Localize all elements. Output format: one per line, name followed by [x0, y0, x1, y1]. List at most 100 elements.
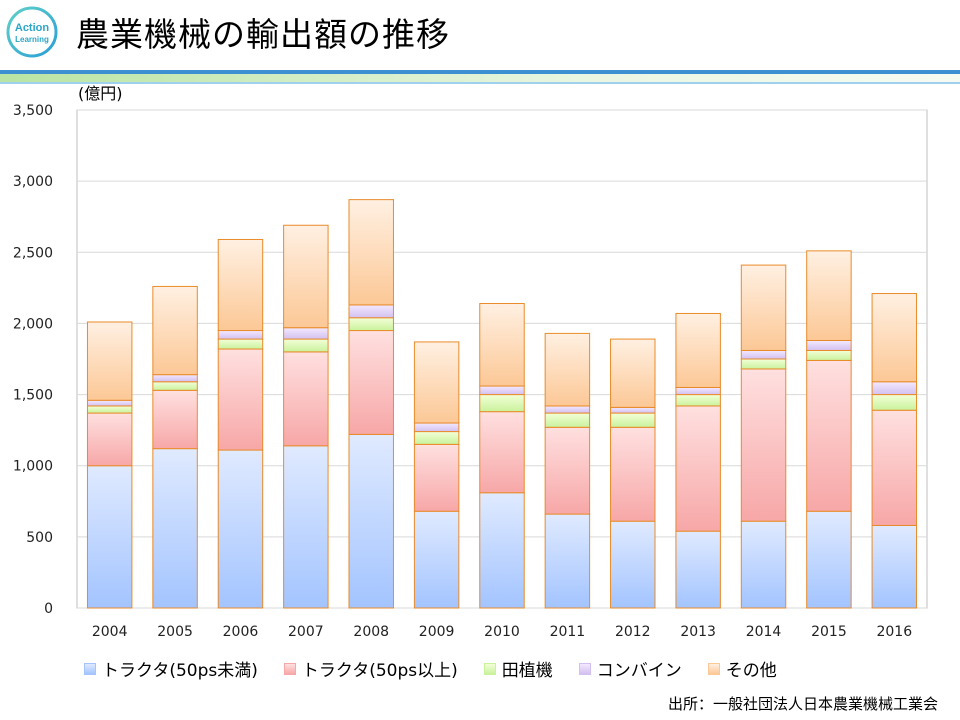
bar-segment: [610, 406, 656, 414]
bar-segment: [479, 492, 525, 609]
y-axis-unit-label: (億円): [78, 84, 123, 103]
bar-segment: [806, 510, 852, 609]
action-learning-logo: Action Learning: [6, 6, 58, 58]
x-tick-label: 2007: [288, 624, 324, 640]
bar-segment: [544, 405, 591, 414]
legend-item: トラクタ(50ps以上): [283, 656, 458, 681]
bar-segment: [610, 520, 656, 609]
bar-segment: [348, 304, 394, 319]
legend-label: 田植機: [501, 661, 553, 681]
bar-segment: [283, 327, 329, 340]
legend-item: トラクタ(50ps未満): [84, 656, 258, 681]
bar-segment: [871, 409, 918, 526]
legend-swatch: [283, 662, 296, 675]
y-tick-label: 1,000: [13, 459, 53, 475]
chart-legend: トラクタ(50ps未満) トラクタ(50ps以上) 田植機 コンバイン その他: [84, 656, 803, 681]
x-tick-label: 2009: [419, 624, 455, 640]
x-tick-label: 2016: [876, 624, 912, 640]
bar-segment: [152, 285, 198, 376]
bar-segment: [740, 368, 787, 522]
bar-segment: [479, 394, 525, 413]
bar-segment: [86, 412, 133, 467]
bar-segment: [871, 524, 918, 609]
bar-segment: [348, 317, 394, 332]
bar-segment: [871, 293, 918, 383]
bar-segment: [675, 386, 721, 396]
bar-segment: [283, 445, 329, 609]
bar-segment: [86, 321, 133, 401]
stacked-bar-chart: 0 500 1,000 1,500 2,000 2,500 3,000 3,500 2004 2…: [13, 103, 928, 640]
bar-segment: [86, 399, 133, 407]
header-rule-light: [0, 82, 960, 84]
x-tick-label: 2004: [92, 624, 128, 640]
header-rule-blue: [0, 70, 960, 74]
bar-segment: [479, 303, 525, 387]
x-tick-label: 2015: [811, 624, 847, 640]
bar-segment: [675, 530, 721, 609]
bar-segment: [871, 381, 918, 396]
bar-segment: [479, 385, 525, 396]
y-tick-label: 500: [26, 530, 53, 546]
header-rule-green: [0, 74, 960, 82]
bar-segment: [217, 330, 264, 340]
bar-segment: [806, 359, 852, 512]
bar-segment: [413, 443, 460, 512]
bar-segment: [544, 412, 591, 428]
bar-segment: [86, 405, 133, 414]
bar-segment: [152, 381, 198, 391]
bar-segment: [413, 510, 460, 609]
bar-segment: [413, 422, 460, 433]
x-tick-label: 2014: [746, 624, 782, 640]
logo-text-bottom: Learning: [15, 35, 49, 44]
bar-segment: [544, 513, 591, 609]
bar-segment: [348, 433, 394, 609]
x-tick-label: 2013: [680, 624, 716, 640]
legend-label: コンバイン: [596, 661, 682, 681]
bar-segment: [413, 431, 460, 445]
x-tick-label: 2011: [550, 624, 586, 640]
y-tick-label: 3,000: [13, 174, 53, 190]
bar-segment: [806, 250, 852, 342]
bar-segment: [283, 351, 329, 447]
bar-segment: [152, 374, 198, 383]
bar-segment: [740, 349, 787, 360]
y-tick-label: 0: [44, 601, 53, 617]
legend-label: トラクタ(50ps以上): [301, 661, 458, 681]
legend-swatch: [84, 662, 96, 675]
legend-item: その他: [707, 656, 777, 681]
x-tick-label: 2010: [484, 624, 520, 640]
y-tick-label: 3,500: [13, 103, 53, 119]
bar-segment: [217, 348, 264, 451]
y-tick-label: 1,500: [13, 388, 53, 404]
bar-segment: [740, 358, 787, 370]
y-tick-label: 2,000: [13, 316, 53, 332]
bar-segment: [217, 238, 264, 332]
bar-segment: [86, 465, 133, 609]
legend-swatch: [483, 662, 496, 675]
bar-segment: [348, 330, 394, 435]
bar-segment: [283, 338, 329, 353]
legend-swatch: [578, 662, 591, 675]
bar-segment: [675, 405, 721, 532]
legend-swatch: [707, 662, 720, 675]
bar-segment: [610, 426, 656, 522]
bar-segment: [871, 394, 918, 411]
bar-segment: [610, 412, 656, 428]
legend-item: 田植機: [483, 656, 553, 681]
bar-segment: [806, 349, 852, 361]
y-tick-label: 2,500: [13, 245, 53, 261]
x-tick-label: 2012: [615, 624, 651, 640]
bar-segment: [217, 338, 264, 350]
bar-segment: [413, 341, 460, 424]
bar-segment: [806, 340, 852, 351]
x-tick-label: 2005: [157, 624, 193, 640]
bar-segment: [152, 389, 198, 450]
legend-label: その他: [725, 661, 777, 681]
bar-segment: [152, 448, 198, 609]
legend-label: トラクタ(50ps未満): [102, 661, 258, 681]
bar-segment: [740, 264, 787, 351]
bar-segment: [740, 520, 787, 609]
bar-segment: [544, 332, 591, 407]
bar-segment: [610, 338, 656, 408]
bar-segment: [348, 199, 394, 306]
